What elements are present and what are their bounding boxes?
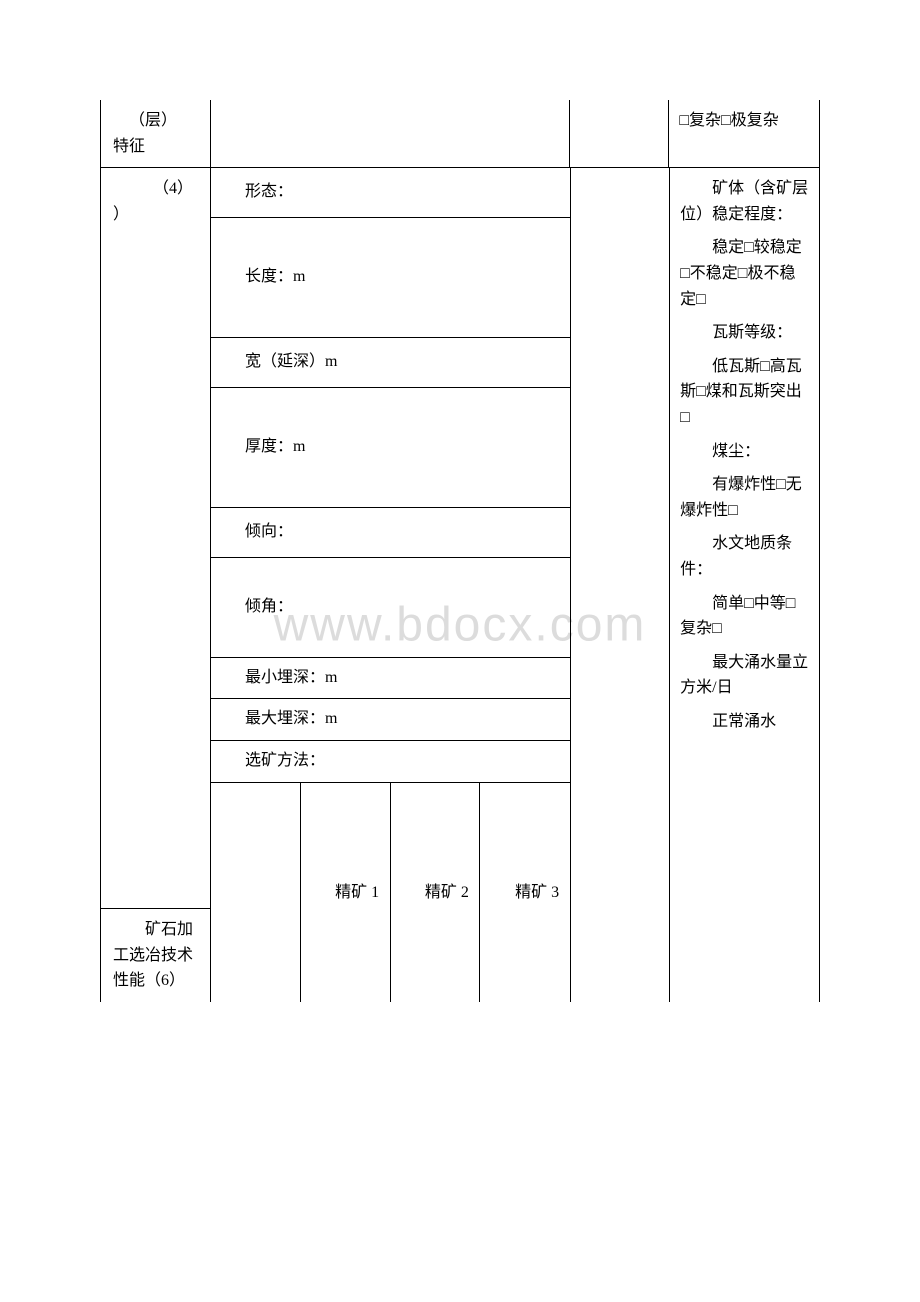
text-coaldust-label: 煤尘：: [680, 439, 809, 465]
label-section-4: （4） ）: [101, 168, 211, 908]
label-layer: （层）: [113, 108, 198, 134]
cell-form: 形态：: [211, 168, 570, 218]
text-section-6: 矿石加工选冶技术性能（6）: [113, 917, 199, 994]
cell-max-depth: 最大埋深：m: [211, 699, 570, 741]
text-max-inflow: 最大涌水量立方米/日: [680, 650, 809, 701]
label-section-6: 矿石加工选冶技术性能（6）: [101, 908, 211, 1002]
cell-width: 宽（延深）m: [211, 338, 570, 388]
col-layer-feature-label: （层） 特征: [101, 100, 211, 167]
row-layer-feature: （层） 特征 □复杂□极复杂: [101, 100, 819, 168]
cell-dip-angle: 倾角：: [211, 558, 570, 658]
cell-thickness: 厚度：m: [211, 388, 570, 508]
text-stability-options: 稳定□较稳定□不稳定□极不稳定□: [680, 235, 809, 312]
text-section-4-paren: ）: [113, 202, 199, 228]
text-gas-options: 低瓦斯□高瓦斯□煤和瓦斯突出□: [680, 354, 809, 431]
text-normal-inflow: 正常涌水: [680, 709, 809, 735]
row-concentrate-headers: 精矿 1 精矿 2 精矿 3: [211, 783, 570, 1002]
col-empty-1: [211, 100, 570, 167]
cell-concentrate-blank: [211, 783, 301, 1002]
cell-min-depth: 最小埋深：m: [211, 658, 570, 700]
col-blank-merged: [571, 168, 670, 1002]
cell-concentrate-2: 精矿 2: [391, 783, 481, 1002]
cell-length: 长度：m: [211, 218, 570, 338]
text-stability-label: 矿体（含矿层位）稳定程度：: [680, 176, 809, 227]
cell-concentrate-3: 精矿 3: [480, 783, 570, 1002]
label-feature: 特征: [113, 134, 198, 160]
cell-concentrate-1: 精矿 1: [301, 783, 391, 1002]
col-right-descriptions: 矿体（含矿层位）稳定程度： 稳定□较稳定□不稳定□极不稳定□ 瓦斯等级： 低瓦斯…: [670, 168, 819, 1002]
col-complexity-options: □复杂□极复杂: [669, 100, 819, 167]
form-table: （层） 特征 □复杂□极复杂 （4） ） 矿石加工选冶技术性能（6） 形态： 长…: [100, 100, 820, 1002]
cell-processing-method: 选矿方法：: [211, 741, 570, 783]
col-orebody-params: 形态： 长度：m 宽（延深）m 厚度：m 倾向： 倾角： 最小埋深：m 最大埋深…: [211, 168, 571, 1002]
col-empty-2: [570, 100, 670, 167]
text-coaldust-options: 有爆炸性□无爆炸性□: [680, 472, 809, 523]
text-gas-label: 瓦斯等级：: [680, 320, 809, 346]
text-hydrogeology-label: 水文地质条件：: [680, 531, 809, 582]
text-section-4: （4）: [113, 176, 199, 202]
row-section-4-and-6: （4） ） 矿石加工选冶技术性能（6） 形态： 长度：m 宽（延深）m 厚度：m…: [101, 168, 819, 1002]
text-hydrogeology-options: 简单□中等□复杂□: [680, 591, 809, 642]
text-complexity: □复杂□极复杂: [679, 108, 809, 134]
cell-dip-direction: 倾向：: [211, 508, 570, 558]
